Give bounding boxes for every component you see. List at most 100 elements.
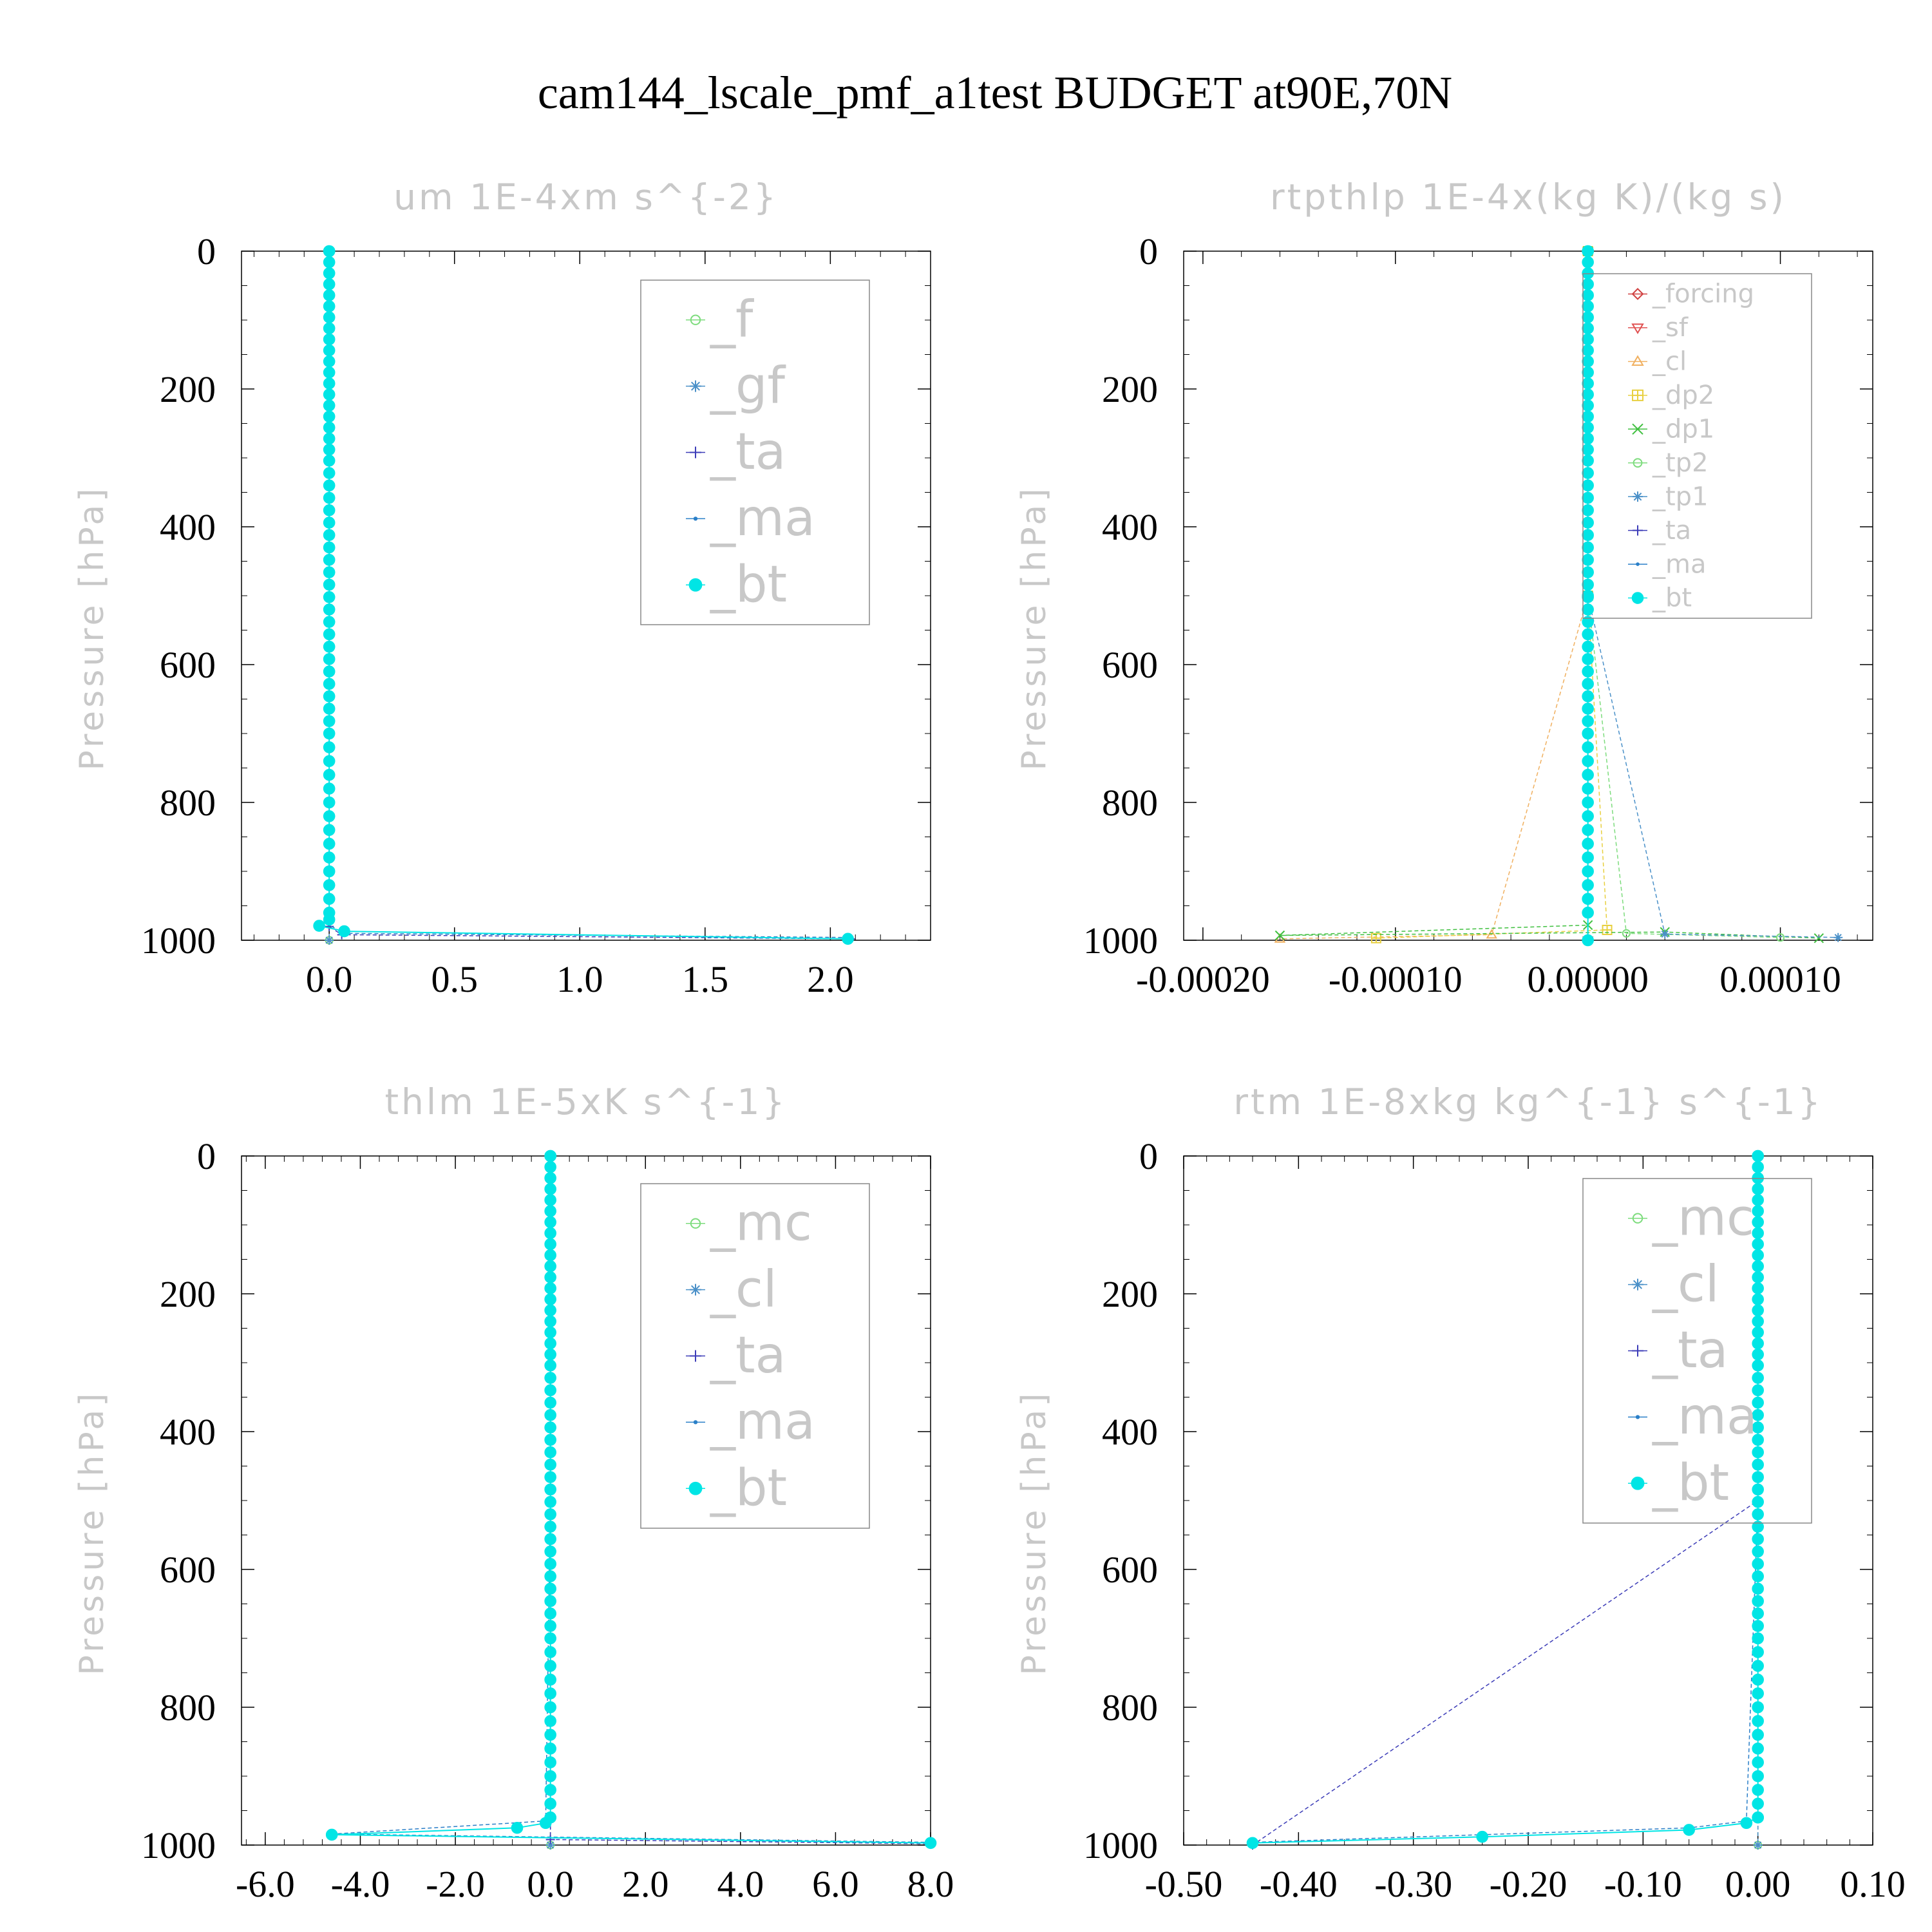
- data-point: [544, 1446, 556, 1459]
- data-point: [1752, 1326, 1764, 1339]
- data-point: [544, 1315, 556, 1328]
- data-point: [323, 603, 336, 616]
- data-point: [1476, 1830, 1488, 1843]
- data-point: [1752, 1315, 1764, 1328]
- data-point: [1582, 906, 1594, 919]
- legend-item: _bt: [1628, 583, 1692, 613]
- data-point: [1582, 603, 1594, 616]
- data-point: [1582, 421, 1594, 434]
- legend-marker: [688, 1481, 703, 1495]
- legend-item: _tp1: [1628, 482, 1709, 511]
- y-tick-label: 800: [1102, 782, 1158, 824]
- data-point: [323, 504, 336, 516]
- panel-title: thlm 1E-5xK s^{-1}: [384, 1081, 787, 1122]
- legend-item: _cl: [686, 1260, 777, 1318]
- x-tick-label: 8.0: [907, 1863, 954, 1905]
- x-tick-label: 0.00: [1725, 1863, 1791, 1905]
- data-point: [1582, 727, 1594, 740]
- data-point: [323, 432, 336, 445]
- data-point: [1582, 491, 1594, 504]
- legend-item: _cl: [1628, 347, 1687, 377]
- data-point: [323, 256, 336, 269]
- legend-box: [1582, 1178, 1812, 1524]
- legend-item: _sf: [1628, 313, 1689, 343]
- data-point: [323, 491, 336, 504]
- data-point: [1752, 1421, 1764, 1434]
- legend-item: _ta: [1628, 1321, 1728, 1379]
- data-point: [1582, 344, 1594, 357]
- series-line: [332, 1156, 931, 1844]
- data-point: [1752, 1249, 1764, 1262]
- data-point: [323, 715, 336, 728]
- chart-panel-3: thlm 1E-5xK s^{-1} Pressure [hPa] 0 200 400 6…: [73, 1081, 954, 1905]
- plot-frame: [1183, 251, 1873, 941]
- legend-label: _f: [710, 290, 754, 348]
- data-point: [323, 278, 336, 290]
- data-point: [544, 1216, 556, 1229]
- data-point: [323, 344, 336, 357]
- data-point: [1370, 933, 1381, 943]
- data-point: [1582, 541, 1594, 554]
- data-point: [323, 333, 336, 346]
- y-tick-label: 200: [1102, 368, 1158, 410]
- data-point: [1752, 1396, 1764, 1409]
- legend-marker: [693, 1420, 698, 1425]
- legend-marker: [693, 516, 698, 521]
- data-point: [842, 933, 854, 945]
- chart-panel-2: rtpthlp 1E-4x(kg K)/(kg s) Pressure [hPa]…: [1015, 176, 1873, 1000]
- data-point: [323, 479, 336, 492]
- y-tick-label: 400: [160, 506, 216, 548]
- data-point: [1752, 1533, 1764, 1546]
- legend-marker: [690, 1283, 701, 1296]
- data-point: [1582, 467, 1594, 479]
- series-line: [1280, 251, 1819, 939]
- data-point: [1274, 930, 1285, 941]
- data-point: [323, 703, 336, 715]
- data-point: [1752, 1459, 1764, 1471]
- x-tick-label: 6.0: [812, 1863, 859, 1905]
- x-tick-label: -0.20: [1490, 1863, 1567, 1905]
- data-point: [1582, 399, 1594, 412]
- data-point: [1582, 454, 1594, 467]
- data-point: [1752, 1811, 1764, 1824]
- data-point: [1752, 1620, 1764, 1633]
- data-point: [323, 690, 336, 703]
- data-point: [1752, 1520, 1764, 1533]
- y-tick-label: 1000: [1083, 1824, 1158, 1866]
- legend-marker: [690, 380, 701, 392]
- data-point: [338, 925, 350, 938]
- data-point: [1752, 1495, 1764, 1508]
- legend-marker: [688, 578, 703, 592]
- data-point: [1752, 1756, 1764, 1768]
- data-point: [1582, 289, 1594, 301]
- data-point: [544, 1797, 556, 1810]
- data-point: [544, 1533, 556, 1546]
- panel-title: um 1E-4xm s^{-2}: [393, 176, 779, 218]
- data-point: [1582, 410, 1594, 423]
- data-point: [323, 628, 336, 641]
- data-point: [323, 578, 336, 591]
- data-point: [323, 913, 336, 926]
- data-point: [1582, 432, 1594, 445]
- legend-label: _ta: [1652, 1321, 1728, 1379]
- legend-marker: [1635, 1415, 1640, 1419]
- data-point: [1752, 1483, 1764, 1496]
- x-tick-label: 0.00000: [1527, 958, 1649, 1000]
- legend-label: _dp2: [1652, 381, 1714, 410]
- series-bt: [325, 1150, 937, 1850]
- data-point: [544, 1271, 556, 1283]
- data-point: [1582, 810, 1594, 822]
- data-point: [1752, 1348, 1764, 1361]
- data-point: [1622, 929, 1631, 938]
- legend-marker: [1632, 1213, 1643, 1224]
- data-point: [1776, 933, 1785, 942]
- data-point: [323, 554, 336, 566]
- data-point: [544, 1570, 556, 1582]
- data-point: [1752, 1784, 1764, 1796]
- x-tick-label: 1.0: [556, 958, 603, 1000]
- legend-box: [640, 279, 870, 625]
- data-point: [544, 1171, 556, 1184]
- series-bt: [1246, 1150, 1764, 1850]
- data-point: [1582, 311, 1594, 324]
